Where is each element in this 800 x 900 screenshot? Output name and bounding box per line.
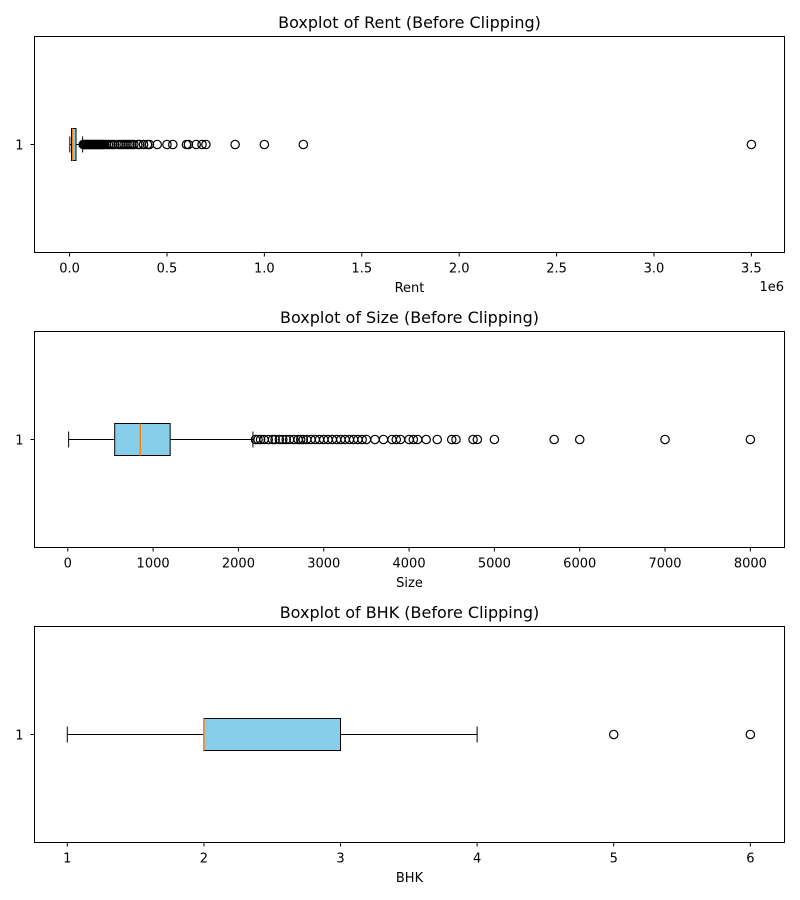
rent-x-ticks: 0.0 0.5 1.0 1.5 2.0 2.5 3.0 3.5 [59, 252, 762, 277]
size-x-tick-label: 0 [64, 557, 72, 572]
size-flier-point [472, 434, 483, 445]
rent-scale-offset-label: 1e6 [759, 280, 784, 295]
rent-iqr-box [71, 128, 77, 161]
rent-x-tick-label: 3.5 [741, 262, 762, 277]
size-fliers [250, 434, 756, 445]
size-flier-point [255, 434, 266, 445]
bhk-x-tick-label: 1 [63, 852, 71, 867]
size-flier-point [451, 434, 461, 445]
bhk-iqr-box [203, 718, 342, 751]
rent-fliers [78, 139, 757, 150]
rent-flier-point [298, 139, 309, 150]
size-x-tick-label: 7000 [648, 557, 681, 572]
rent-flier-point [259, 139, 270, 150]
size-y-ticks: 1 [15, 434, 35, 449]
size-flier-point [549, 434, 559, 445]
size-flier-point [267, 434, 278, 445]
size-flier-point [295, 434, 306, 445]
panel-rent: Boxplot of Rent (Before Clipping) 0.0 0.5… [15, 13, 785, 296]
rent-flier-point [168, 139, 178, 150]
rent-x-tick-label: 2.0 [449, 262, 470, 277]
rent-flier-point [201, 139, 211, 150]
size-flier-point [270, 434, 280, 445]
bhk-x-ticks: 1 2 3 4 5 6 [63, 842, 754, 867]
bhk-x-axis-label: BHK [396, 871, 424, 886]
rent-flier-point [134, 139, 145, 150]
rent-flier-point [191, 139, 201, 150]
rent-x-tick-label: 1.0 [254, 262, 275, 277]
rent-plot-area [34, 36, 785, 253]
rent-x-tick-label: 1.5 [351, 262, 372, 277]
rent-x-tick-label: 3.0 [644, 262, 665, 277]
size-flier-point [281, 434, 292, 445]
rent-x-tick-label: 0.5 [157, 262, 178, 277]
size-chart-title: Boxplot of Size (Before Clipping) [280, 308, 539, 327]
size-flier-point [446, 434, 457, 445]
rent-flier-point [230, 139, 240, 150]
size-x-tick-label: 5000 [478, 557, 511, 572]
size-flier-point [378, 434, 389, 445]
bhk-x-tick-label: 6 [746, 852, 754, 867]
rent-flier-point [197, 139, 207, 150]
size-x-tick-label: 2000 [222, 557, 255, 572]
size-flier-point [253, 434, 263, 445]
size-flier-point [489, 434, 500, 445]
size-x-tick-label: 8000 [734, 557, 767, 572]
size-x-tick-label: 1000 [137, 557, 170, 572]
bhk-chart-title: Boxplot of BHK (Before Clipping) [280, 603, 540, 622]
rent-flier-point [152, 139, 163, 150]
size-x-tick-label: 4000 [393, 557, 426, 572]
rent-flier-point [746, 139, 757, 150]
rent-flier-point [129, 139, 139, 150]
rent-flier-point [138, 139, 149, 150]
size-box-group [68, 423, 254, 456]
size-flier-point [432, 434, 443, 445]
size-flier-point [370, 434, 380, 445]
size-flier-point [277, 434, 288, 445]
rent-flier-point [162, 139, 172, 150]
rent-y-tick-label: 1 [15, 139, 23, 154]
rent-flier-point [183, 139, 194, 150]
bhk-flier-point [745, 729, 756, 740]
rent-chart-title: Boxplot of Rent (Before Clipping) [278, 13, 541, 32]
bhk-y-ticks: 1 [15, 729, 35, 744]
bhk-fliers [608, 729, 756, 740]
size-flier-point [263, 434, 274, 445]
rent-y-ticks: 1 [15, 139, 35, 154]
rent-flier-point [181, 139, 192, 150]
size-flier-point [391, 434, 402, 445]
size-flier-point [357, 434, 367, 445]
size-y-tick-label: 1 [15, 434, 23, 449]
bhk-x-tick-label: 5 [610, 852, 618, 867]
rent-x-axis-label: Rent [395, 281, 425, 296]
size-x-tick-label: 6000 [563, 557, 596, 572]
bhk-x-tick-label: 3 [336, 852, 344, 867]
bhk-box-group [66, 718, 478, 751]
size-x-ticks: 0 1000 2000 3000 4000 5000 6000 7000 8000 [64, 547, 767, 572]
rent-flier-point [144, 139, 155, 150]
rent-flier-point [109, 139, 120, 150]
size-flier-point [745, 434, 756, 445]
bhk-flier-point [608, 729, 619, 740]
rent-x-tick-label: 0.0 [59, 262, 80, 277]
panel-size: Boxplot of Size (Before Clipping) 0 1000 2… [15, 308, 785, 591]
size-flier-point [408, 434, 419, 445]
size-flier-point [298, 434, 309, 445]
bhk-x-tick-label: 4 [473, 852, 481, 867]
size-flier-point [660, 434, 670, 445]
size-flier-point [574, 434, 585, 445]
size-x-axis-label: Size [396, 576, 423, 591]
size-flier-point [274, 434, 285, 445]
rent-x-tick-label: 2.5 [546, 262, 567, 277]
bhk-x-tick-label: 2 [200, 852, 208, 867]
size-x-tick-label: 3000 [307, 557, 340, 572]
size-flier-point [468, 434, 478, 445]
size-flier-point [289, 434, 299, 445]
size-iqr-box [114, 423, 171, 456]
bhk-y-tick-label: 1 [15, 729, 23, 744]
size-flier-point [421, 434, 431, 445]
